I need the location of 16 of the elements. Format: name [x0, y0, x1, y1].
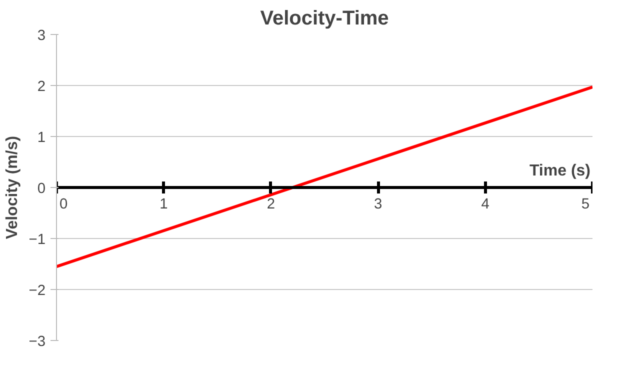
y-tick-label: 1 [37, 130, 46, 146]
x-tick-label: 1 [160, 196, 168, 212]
x-tick-label: 3 [374, 196, 382, 212]
x-tick-label: 0 [60, 196, 68, 212]
y-tick-label: −3 [28, 334, 46, 350]
chart-title: Velocity-Time [260, 8, 389, 30]
y-tick-label: 2 [37, 79, 46, 95]
y-tick-label: −2 [28, 283, 46, 299]
y-tick-label: 0 [37, 181, 46, 197]
y-tick-label: 3 [37, 28, 46, 44]
x-tick-label: 2 [266, 196, 275, 212]
y-tick-label: −1 [28, 232, 46, 248]
x-tick-label: 5 [581, 196, 590, 212]
x-axis-title: Time (s) [529, 162, 591, 180]
y-axis-title: Velocity (m/s) [4, 136, 21, 240]
x-tick-label: 4 [481, 196, 490, 212]
